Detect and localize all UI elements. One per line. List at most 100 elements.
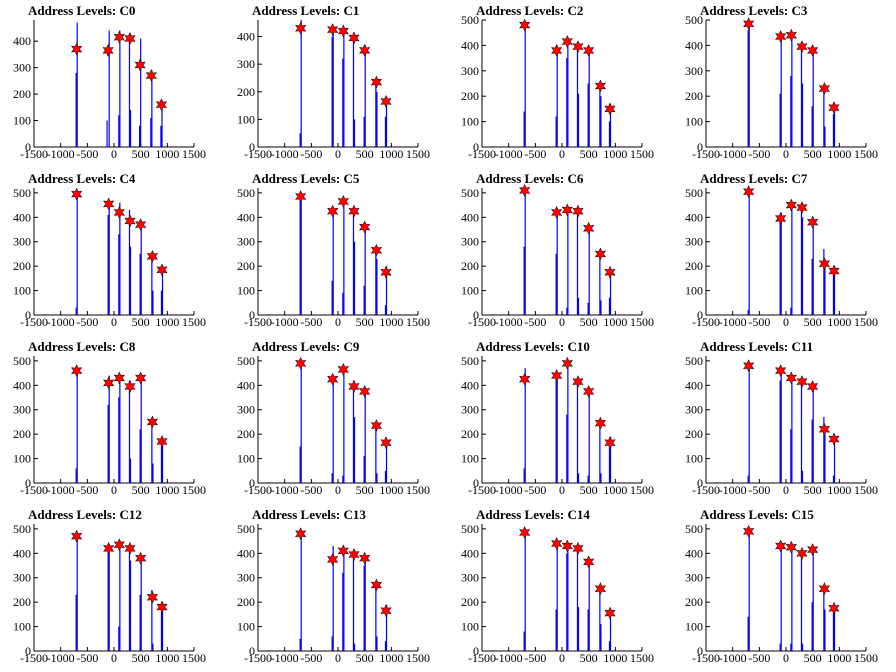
- level-series: [294, 21, 392, 109]
- x-tick-label: -1000: [47, 483, 75, 497]
- histogram-bar: [824, 258, 826, 315]
- x-tick-label: 500: [132, 147, 150, 161]
- chart-svg: Address Levels: C10 0 100 200 300 400 500 -1500…: [461, 339, 654, 497]
- histogram-bar: [609, 436, 612, 483]
- level-marker: [348, 547, 360, 562]
- level-marker: [785, 28, 798, 42]
- histogram-bar: [140, 375, 142, 483]
- histogram-bar: [823, 249, 825, 315]
- histogram-bar: [587, 83, 589, 147]
- histogram-bar: [832, 475, 835, 483]
- x-tick-label: 0: [111, 651, 117, 665]
- chart-panel-2: Address Levels: C2 0 100 200 300 400 500 -1500-…: [448, 0, 672, 168]
- chart-svg: Address Levels: C40100200300400500-1500-…: [13, 171, 206, 329]
- x-tick-label: 1000: [379, 147, 403, 161]
- x-tick-label: 500: [356, 483, 374, 497]
- level-marker: [828, 101, 840, 115]
- chart-title: Address Levels: C3: [700, 3, 808, 18]
- histogram-bar: [299, 446, 301, 483]
- level-marker: [518, 372, 531, 386]
- histogram-bar: [385, 439, 388, 483]
- level-marker: [550, 536, 563, 551]
- histogram-bar: [128, 380, 131, 483]
- y-tick-label: 200: [237, 85, 255, 99]
- histogram-bar: [608, 297, 611, 315]
- histogram-bar: [556, 543, 558, 651]
- level-marker: [774, 539, 787, 553]
- histogram-bar: [353, 417, 356, 483]
- chart-title: Address Levels: C0: [28, 3, 135, 18]
- histogram-series: [523, 190, 612, 315]
- level-marker: [785, 198, 798, 212]
- level-series: [294, 527, 392, 618]
- y-tick-label: 200: [13, 595, 31, 609]
- histogram-bar: [300, 192, 302, 315]
- y-tick-label: 300: [685, 235, 703, 249]
- histogram-bar: [342, 572, 344, 651]
- y-tick-label: 400: [685, 546, 703, 560]
- histogram-bar: [791, 545, 793, 651]
- level-marker: [146, 590, 159, 604]
- histogram-bar: [119, 30, 121, 147]
- level-marker: [113, 371, 126, 385]
- histogram-bar: [599, 251, 601, 315]
- histogram-bar: [129, 109, 132, 147]
- histogram-bar: [375, 246, 377, 315]
- histogram-bar: [342, 475, 344, 483]
- histogram-bar: [588, 47, 590, 147]
- histogram-bar: [608, 446, 611, 483]
- x-tick-label: 1500: [854, 315, 878, 329]
- level-marker: [774, 364, 787, 378]
- x-tick-label: 0: [783, 651, 789, 665]
- histogram-bar: [567, 37, 569, 147]
- histogram-bar: [748, 22, 750, 147]
- histogram-bar: [107, 404, 109, 483]
- histogram-bar: [108, 30, 110, 147]
- chart-svg: Address Levels: C60100200300400500-1500-…: [461, 171, 654, 329]
- x-tick-label: -500: [76, 147, 98, 161]
- x-tick-label: 0: [783, 315, 789, 329]
- histogram-bar: [812, 217, 814, 315]
- x-tick-label: 500: [580, 651, 598, 665]
- histogram-bar: [779, 380, 781, 483]
- level-marker: [348, 379, 360, 394]
- histogram-bar: [129, 458, 132, 483]
- y-tick-label: 200: [461, 427, 479, 441]
- level-marker: [337, 544, 350, 558]
- histogram-bar: [801, 470, 804, 483]
- x-tick-label: -500: [524, 483, 546, 497]
- histogram-bar: [106, 120, 108, 147]
- level-marker: [818, 81, 831, 96]
- histogram-bar: [352, 36, 355, 147]
- y-tick-label: 500: [685, 354, 703, 368]
- histogram-bar: [151, 421, 153, 483]
- histogram-bar: [566, 414, 568, 483]
- histogram-bar: [566, 58, 568, 147]
- chart-panel-6: Address Levels: C6 0 100 200 300 400 500 -1500-…: [448, 168, 672, 336]
- histogram-bar: [833, 103, 836, 147]
- histogram-bar: [555, 253, 557, 315]
- chart-svg: Address Levels: C20100200300400500-1500-…: [461, 3, 654, 161]
- histogram-bar: [139, 429, 141, 483]
- level-marker: [134, 58, 146, 72]
- level-marker: [774, 29, 787, 44]
- level-marker: [594, 247, 607, 261]
- x-tick-label: 0: [111, 483, 117, 497]
- x-tick-label: 1500: [630, 315, 654, 329]
- histogram-bar: [342, 58, 344, 147]
- x-tick-label: 1500: [406, 147, 430, 161]
- level-marker: [370, 578, 383, 592]
- level-marker: [828, 264, 840, 278]
- x-tick-label: 1500: [854, 483, 878, 497]
- x-tick-label: 1500: [406, 483, 430, 497]
- y-tick-label: 100: [461, 620, 479, 634]
- level-marker: [742, 185, 755, 199]
- y-tick-label: 400: [13, 34, 31, 48]
- histogram-bar: [811, 419, 813, 483]
- histogram-bar: [161, 104, 163, 147]
- y-tick-label: 500: [461, 522, 479, 536]
- histogram-bar: [160, 611, 163, 651]
- histogram-bar: [332, 545, 334, 651]
- y-tick-label: 200: [685, 427, 703, 441]
- x-tick-label: 500: [356, 147, 374, 161]
